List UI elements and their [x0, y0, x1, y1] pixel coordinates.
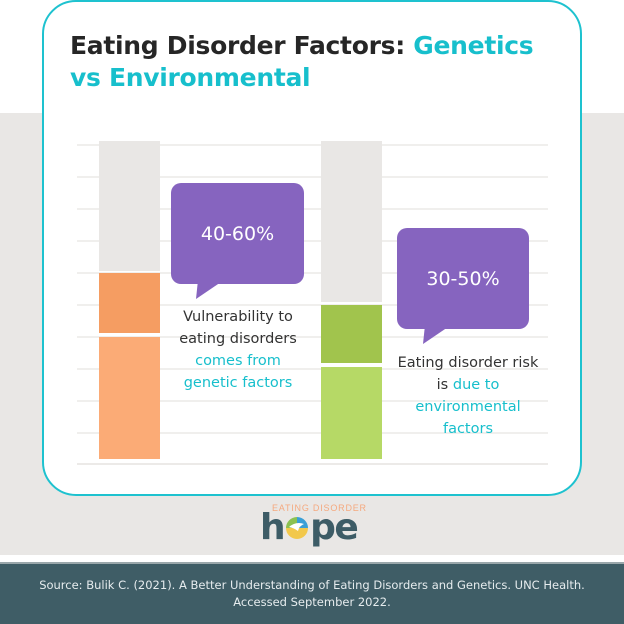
bar-genetic-range	[99, 273, 160, 333]
gridline-baseline	[77, 463, 548, 465]
bar-environmental-empty	[321, 141, 382, 302]
logo-letter-h: h	[260, 507, 286, 548]
bird-icon	[284, 510, 310, 539]
gridline	[77, 304, 548, 306]
gridline	[77, 368, 548, 370]
bar-genetic	[99, 141, 160, 459]
source-citation: Source: Bulik C. (2021). A Better Unders…	[12, 577, 612, 611]
gridline	[77, 176, 548, 178]
speech-bubble-environmental: 30-50%	[397, 228, 529, 329]
caption-genetic-accent: comes from genetic factors	[183, 353, 293, 391]
bar-genetic-base	[99, 337, 160, 459]
eating-disorder-hope-logo: EATING DISORDER h pe	[250, 503, 374, 549]
caption-environmental: Eating disorder risk is due to environme…	[392, 352, 544, 440]
title-accent: Genetics vs Environmental	[70, 31, 534, 92]
source-footer: Source: Bulik C. (2021). A Better Unders…	[0, 562, 624, 624]
source-line-1: Source: Bulik C. (2021). A Better Unders…	[39, 578, 585, 592]
logo-tagline: EATING DISORDER	[272, 503, 367, 513]
title-main: Eating Disorder Factors:	[70, 31, 414, 60]
bar-environmental-base	[321, 367, 382, 459]
speech-bubble-genetic: 40-60%	[171, 183, 304, 284]
logo-letters-pe: pe	[310, 507, 359, 548]
gridline	[77, 336, 548, 338]
caption-environmental-accent: due to environmental factors	[415, 377, 521, 437]
gridline	[77, 432, 548, 434]
gridline	[77, 144, 548, 146]
gridline	[77, 272, 548, 274]
gridline	[77, 208, 548, 210]
bar-environmental	[321, 141, 382, 459]
source-line-2: Accessed September 2022.	[233, 595, 391, 609]
chart-title: Eating Disorder Factors: Genetics vs Env…	[70, 30, 550, 94]
caption-genetic-plain: Vulnerability to eating disorders	[179, 309, 297, 347]
caption-genetic: Vulnerability to eating disorders comes …	[168, 306, 308, 394]
gridline	[77, 400, 548, 402]
speech-bubble-tail	[423, 325, 451, 344]
logo-wordmark: h pe	[260, 507, 359, 548]
bar-environmental-range	[321, 305, 382, 363]
caption-environmental-plain: Eating disorder risk is	[397, 355, 539, 393]
speech-bubble-tail	[196, 280, 224, 299]
environmental-percent-label: 30-50%	[426, 267, 500, 290]
gridline	[77, 240, 548, 242]
genetic-percent-label: 40-60%	[200, 222, 275, 245]
bar-genetic-empty	[99, 141, 160, 271]
